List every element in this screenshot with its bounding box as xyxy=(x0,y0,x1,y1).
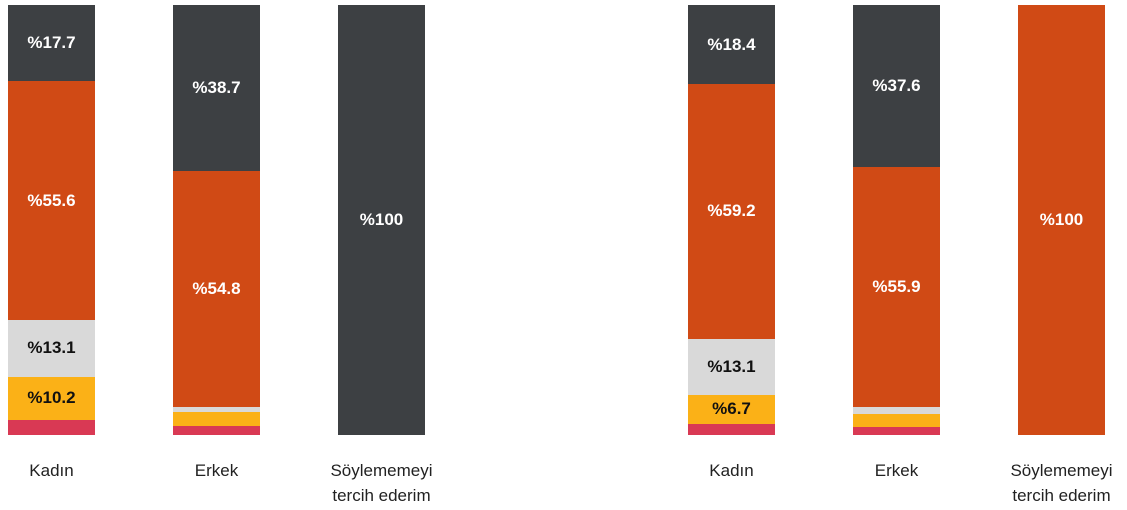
bar-segment xyxy=(173,412,260,427)
value-label: %55.9 xyxy=(872,276,921,296)
value-label: %6.7 xyxy=(712,399,751,419)
bar-segment xyxy=(853,5,940,167)
bar-segment xyxy=(8,420,95,435)
category-label: Kadın xyxy=(29,461,74,480)
bar-segment xyxy=(8,5,95,82)
bar-segment xyxy=(338,5,425,435)
value-label: %59.2 xyxy=(707,201,756,221)
bar-segment xyxy=(173,5,260,172)
bar-segment xyxy=(688,338,775,395)
value-label: %13.1 xyxy=(27,338,76,358)
value-label: %100 xyxy=(1039,210,1084,229)
category-label: Söylememeyi tercih ederim xyxy=(1010,461,1113,505)
bar-segment xyxy=(688,84,775,339)
bar-segment xyxy=(173,426,260,435)
category-label: Erkek xyxy=(874,461,919,480)
value-label: %10.2 xyxy=(27,388,76,408)
bar-segment xyxy=(8,376,95,421)
bar-segment xyxy=(853,407,940,414)
category-label: Erkek xyxy=(194,461,239,480)
value-label: %55.6 xyxy=(27,190,76,210)
bar-segment xyxy=(853,166,940,408)
bar-segment xyxy=(853,413,940,427)
bar-segment xyxy=(1018,5,1105,435)
bar-segment xyxy=(8,81,95,321)
value-label: %38.7 xyxy=(192,78,241,98)
value-label: %54.8 xyxy=(192,279,241,299)
bar-segment xyxy=(173,171,260,408)
bar-segment xyxy=(173,407,260,413)
value-label: %13.1 xyxy=(707,356,756,376)
bar-segment xyxy=(8,320,95,377)
category-label: Kadın xyxy=(709,461,754,480)
value-label: %100 xyxy=(359,210,404,229)
bar-segment xyxy=(688,395,775,424)
bar-segment xyxy=(853,426,940,435)
bar-segment xyxy=(688,423,775,435)
bar-segment xyxy=(688,5,775,85)
value-label: %17.7 xyxy=(27,33,76,53)
value-label: %18.4 xyxy=(707,34,756,54)
value-label: %37.6 xyxy=(872,75,921,95)
category-label: Söylememeyi tercih ederim xyxy=(330,461,433,505)
